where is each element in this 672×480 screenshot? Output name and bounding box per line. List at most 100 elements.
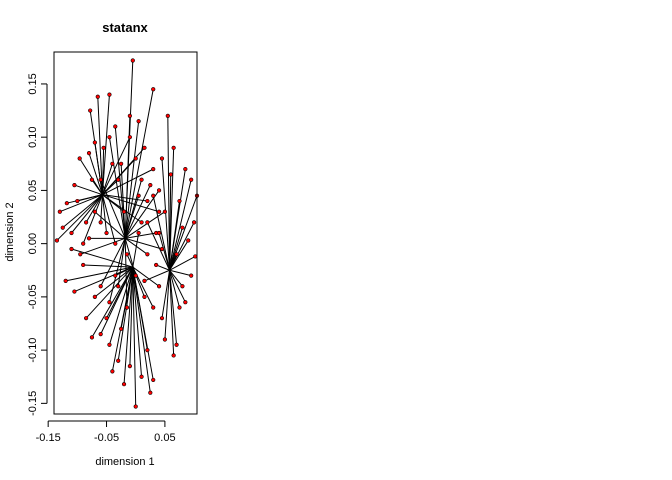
connector-line xyxy=(74,266,133,293)
data-point xyxy=(165,113,170,118)
data-point xyxy=(116,358,121,363)
data-point xyxy=(88,108,93,113)
data-point xyxy=(136,119,141,124)
data-point xyxy=(133,404,138,409)
data-point xyxy=(69,230,74,236)
data-point xyxy=(127,113,132,118)
connector-line xyxy=(169,227,183,271)
data-point xyxy=(142,294,147,299)
connector-line xyxy=(132,267,151,393)
data-point xyxy=(168,172,173,177)
connector-line xyxy=(132,232,140,268)
data-point xyxy=(113,124,118,129)
connector-line xyxy=(132,267,143,377)
connector-line xyxy=(124,89,154,239)
data-point xyxy=(156,209,162,214)
data-point xyxy=(145,348,150,353)
data-point xyxy=(159,316,165,321)
data-point xyxy=(121,382,127,387)
data-point xyxy=(186,238,191,243)
data-points xyxy=(54,58,200,409)
data-point xyxy=(174,252,179,257)
y-tick-label: 0.15 xyxy=(27,73,39,94)
data-point xyxy=(84,316,89,321)
data-point xyxy=(119,326,124,331)
x-tick-label: -0.05 xyxy=(94,432,119,444)
data-point xyxy=(171,145,176,150)
data-point xyxy=(183,167,188,172)
connector-line xyxy=(169,269,192,277)
connector-line xyxy=(169,270,175,356)
connector-line xyxy=(124,121,140,239)
y-tick-label: 0.05 xyxy=(27,180,39,201)
data-point xyxy=(130,58,135,63)
data-point xyxy=(156,230,162,236)
data-point xyxy=(113,273,118,278)
connector-line xyxy=(91,266,134,338)
connector-line xyxy=(65,266,133,282)
connector-line xyxy=(169,179,192,271)
connector-line xyxy=(169,200,180,271)
data-point xyxy=(159,156,165,161)
connector-line xyxy=(169,269,183,287)
connector-line xyxy=(169,222,195,271)
connector-line xyxy=(124,184,151,239)
data-point xyxy=(60,225,65,230)
data-point xyxy=(151,167,156,172)
data-point xyxy=(98,284,103,289)
plot-frame xyxy=(53,51,198,415)
data-point xyxy=(171,353,176,358)
connector-line xyxy=(169,270,178,345)
data-point xyxy=(69,246,74,252)
connector-line xyxy=(125,232,157,239)
data-point xyxy=(189,177,194,182)
data-point xyxy=(148,390,153,395)
data-point xyxy=(92,140,97,145)
data-point xyxy=(89,177,95,182)
data-point xyxy=(159,246,165,252)
connector-line xyxy=(126,254,134,268)
data-point xyxy=(110,369,115,374)
chart-title: statanx xyxy=(102,20,148,35)
x-axis: -0.15 -0.05 0.05 xyxy=(36,420,176,444)
connector-line xyxy=(100,238,126,287)
data-point xyxy=(133,273,138,278)
connector-line xyxy=(101,194,116,244)
data-point xyxy=(72,289,77,294)
connector-line xyxy=(108,137,126,239)
data-point xyxy=(107,135,112,140)
connector-line xyxy=(125,237,163,250)
data-point xyxy=(98,332,103,337)
data-point xyxy=(81,241,86,246)
connector-line xyxy=(102,147,145,196)
connector-line xyxy=(77,194,103,202)
connector-line xyxy=(91,179,103,195)
connector-line xyxy=(85,266,134,319)
data-point xyxy=(145,252,150,257)
connector-line xyxy=(124,195,140,239)
data-point xyxy=(101,145,106,150)
connector-line xyxy=(102,194,160,213)
connector-line xyxy=(129,267,134,367)
connector-line xyxy=(85,194,103,223)
data-point xyxy=(156,188,162,193)
data-point xyxy=(162,337,167,342)
connector-line xyxy=(152,195,171,271)
connector-line xyxy=(108,266,134,345)
data-point xyxy=(86,151,92,156)
x-tick-label: -0.15 xyxy=(36,432,61,444)
connector-line xyxy=(101,194,108,234)
connector-line xyxy=(117,266,134,361)
data-point xyxy=(72,182,77,188)
data-point xyxy=(92,209,97,214)
data-point xyxy=(64,201,69,206)
connector-line xyxy=(102,194,148,202)
data-point xyxy=(104,316,109,321)
x-tick-label: 0.05 xyxy=(154,432,175,444)
connector-line xyxy=(169,240,189,271)
data-point xyxy=(84,220,89,225)
data-point xyxy=(107,92,112,97)
connector-line xyxy=(123,267,134,385)
data-point xyxy=(113,241,118,246)
